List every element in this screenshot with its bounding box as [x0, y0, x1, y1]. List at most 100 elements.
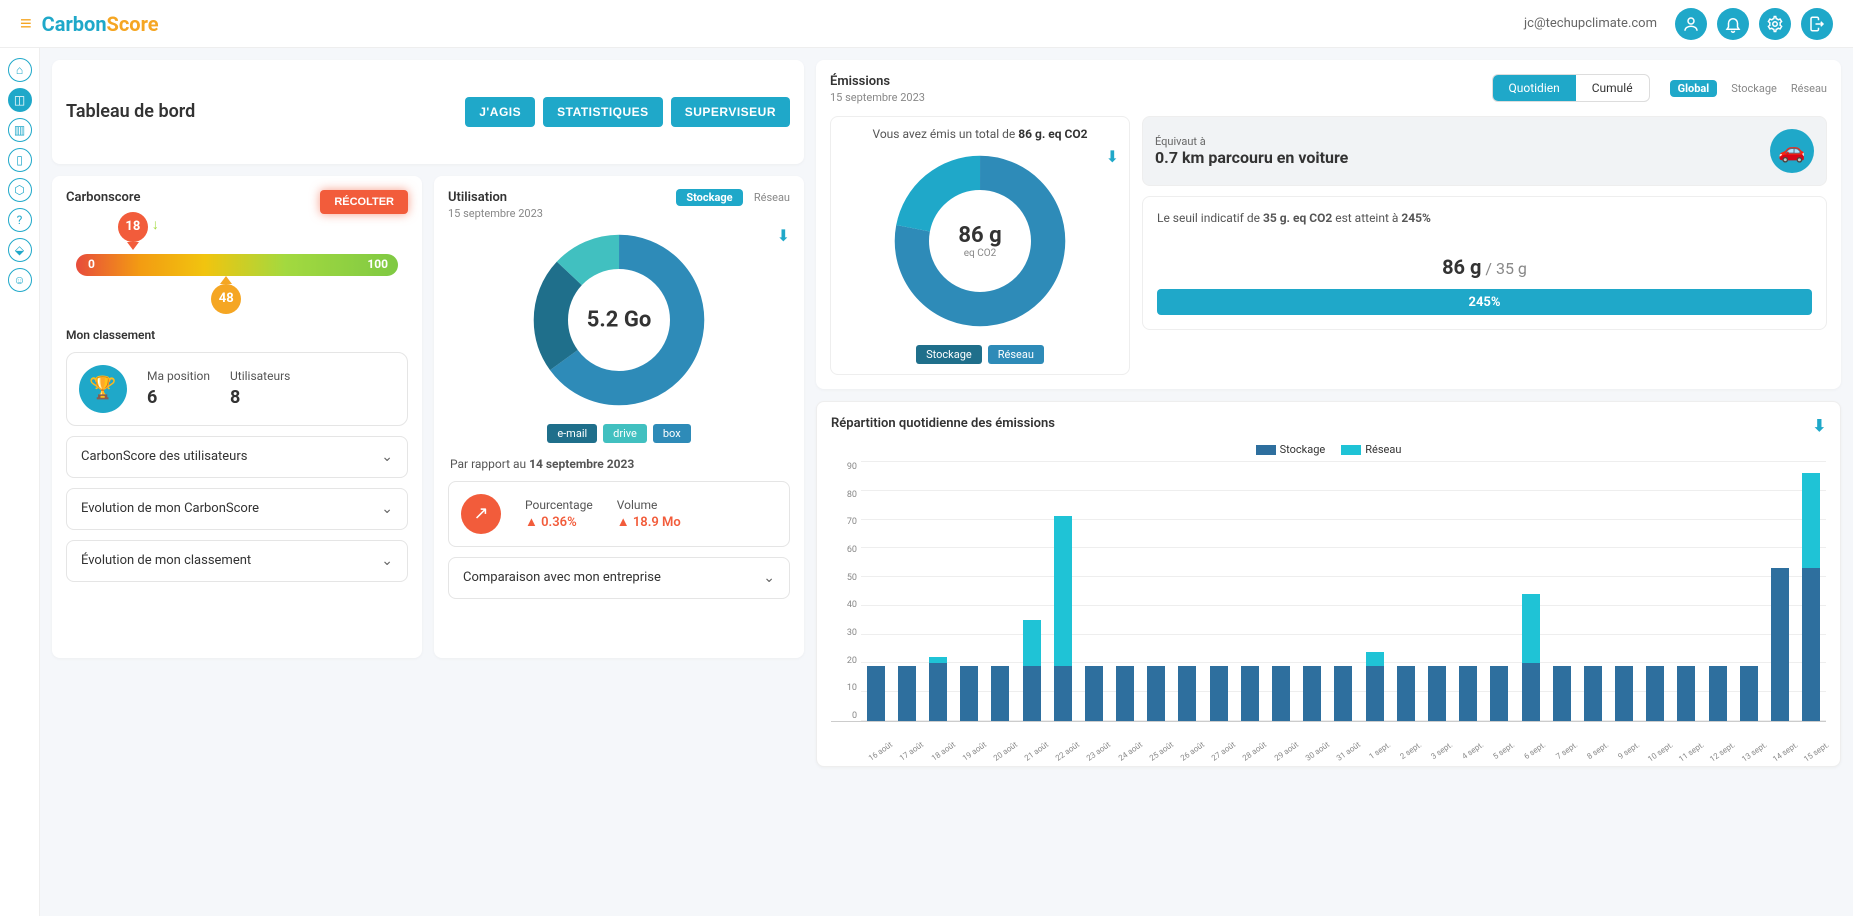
bell-icon[interactable] — [1717, 8, 1749, 40]
progress-bar: 245% — [1157, 289, 1812, 315]
chip-network[interactable]: Réseau — [988, 345, 1044, 364]
emissions-toggle: Quotidien Cumulé — [1492, 74, 1650, 102]
download-chart-icon[interactable]: ⬇ — [1813, 416, 1826, 435]
pct-label: Pourcentage — [525, 498, 593, 512]
score-bar: 0 100 — [76, 254, 398, 276]
acc-compare-company[interactable]: Comparaison avec mon entreprise⌄ — [448, 557, 790, 599]
rank-box: 🏆 Ma position 6 Utilisateurs 8 — [66, 352, 408, 426]
score-bar-zero: 0 — [88, 257, 95, 271]
score-marker-top: 18 — [118, 212, 148, 242]
sidebar-user-icon[interactable]: ☺ — [8, 268, 32, 292]
gauge-sub: / 35 g — [1481, 259, 1526, 278]
em-donut-unit: eq CO2 — [958, 248, 1001, 259]
threshold-box: Le seuil indicatif de 35 g. eq CO2 est a… — [1142, 196, 1827, 330]
bar-chart: 9080706050403020100 16 août17 août18 aoû… — [831, 462, 1826, 722]
equiv-value: 0.7 km parcouru en voiture — [1155, 148, 1348, 167]
sidebar-home-icon[interactable]: ⌂ — [8, 58, 32, 82]
logo-carbon: Carbon — [42, 12, 107, 36]
stats-button[interactable]: STATISTIQUES — [543, 97, 663, 127]
page-header: Tableau de bord J'AGIS STATISTIQUES SUPE… — [52, 60, 804, 164]
trend-down-icon: ↓ — [152, 216, 159, 233]
trend-up-icon: ↗ — [461, 494, 501, 534]
cs-title: Carbonscore — [66, 190, 140, 205]
logout-icon[interactable] — [1801, 8, 1833, 40]
emissions-date: 15 septembre 2023 — [830, 91, 925, 104]
emissions-title: Émissions — [830, 74, 925, 89]
carbonscore-card: Carbonscore RÉCOLTER 18 ↓ 0 100 48 Mon c… — [52, 176, 422, 659]
download-icon[interactable]: ⬇ — [1106, 147, 1119, 166]
acc-users-carbonscore[interactable]: CarbonScore des utilisateurs⌄ — [66, 436, 408, 478]
emissions-donut: 86 g eq CO2 — [890, 151, 1070, 331]
sidebar-help-icon[interactable]: ? — [8, 208, 32, 232]
em-donut-value: 86 g — [958, 223, 1001, 248]
chevron-down-icon: ⌄ — [763, 570, 775, 586]
users-val: 8 — [230, 387, 290, 408]
topbar: ≡ CarbonScore jc@techupclimate.com — [0, 0, 1853, 48]
user-email: jc@techupclimate.com — [1524, 16, 1657, 31]
chip-storage[interactable]: Stockage — [916, 345, 982, 364]
acc-evolution-score[interactable]: Evolution de mon CarbonScore⌄ — [66, 488, 408, 530]
scope-storage[interactable]: Stockage — [1731, 82, 1777, 95]
sidebar: ⌂ ◫ ▥ ▯ ⬡ ? ⬙ ☺ — [0, 48, 40, 916]
cmp-date: 14 septembre 2023 — [529, 457, 634, 471]
page-title: Tableau de bord — [66, 101, 195, 122]
gauge-big: 86 g — [1442, 255, 1481, 279]
users-label: Utilisateurs — [230, 369, 290, 383]
legend-network: Réseau — [1365, 443, 1401, 456]
util-title: Utilisation — [448, 190, 543, 205]
equivalent-box: Équivaut à 0.7 km parcouru en voiture 🚗 — [1142, 116, 1827, 186]
supervisor-button[interactable]: SUPERVISEUR — [671, 97, 790, 127]
vol-val: 18.9 Mo — [633, 515, 681, 530]
recolter-button[interactable]: RÉCOLTER — [320, 190, 408, 214]
chip-email[interactable]: e-mail — [547, 424, 597, 443]
sidebar-device-icon[interactable]: ▯ — [8, 148, 32, 172]
score-marker-bottom: 48 — [211, 284, 241, 314]
chevron-down-icon: ⌄ — [381, 553, 393, 569]
pos-val: 6 — [147, 387, 210, 408]
sidebar-chart-icon[interactable]: ▥ — [8, 118, 32, 142]
trophy-icon: 🏆 — [79, 365, 127, 413]
sidebar-graduate-icon[interactable]: ⬡ — [8, 178, 32, 202]
car-icon: 🚗 — [1770, 129, 1814, 173]
util-donut-value: 5.2 Go — [587, 307, 652, 332]
utilisation-card: Utilisation 15 septembre 2023 Stockage R… — [434, 176, 804, 659]
sidebar-dashboard-icon[interactable]: ◫ — [8, 88, 32, 112]
rank-label: Mon classement — [66, 328, 408, 342]
util-pill-storage[interactable]: Stockage — [676, 189, 742, 206]
chip-box[interactable]: box — [653, 424, 691, 443]
thr-mid: est atteint à — [1332, 211, 1401, 225]
pct-val: 0.36% — [541, 515, 577, 530]
scope-network[interactable]: Réseau — [1791, 82, 1827, 95]
logo[interactable]: CarbonScore — [42, 12, 159, 36]
util-donut: 5.2 Go — [529, 230, 709, 410]
download-util-icon[interactable]: ⬇ — [777, 226, 790, 245]
sidebar-game-icon[interactable]: ⬙ — [8, 238, 32, 262]
util-pill-network[interactable]: Réseau — [754, 191, 790, 204]
em-total-val: 86 g. eq CO2 — [1018, 127, 1087, 141]
score-bar-hundred: 100 — [367, 257, 388, 271]
menu-toggle-icon[interactable]: ≡ — [20, 11, 32, 36]
chevron-down-icon: ⌄ — [381, 501, 393, 517]
logo-score: Score — [107, 12, 159, 36]
thr-pct: 245% — [1401, 211, 1431, 225]
gear-icon[interactable] — [1759, 8, 1791, 40]
scope-global[interactable]: Global — [1670, 80, 1718, 97]
chart-title: Répartition quotidienne des émissions — [831, 416, 1055, 435]
toggle-cumulative[interactable]: Cumulé — [1576, 75, 1649, 101]
util-date: 15 septembre 2023 — [448, 207, 543, 220]
chevron-down-icon: ⌄ — [381, 449, 393, 465]
toggle-daily[interactable]: Quotidien — [1493, 75, 1576, 101]
emissions-card: Émissions 15 septembre 2023 Quotidien Cu… — [816, 60, 1841, 389]
emissions-total-box: Vous avez émis un total de 86 g. eq CO2 … — [830, 116, 1130, 375]
em-total-prefix: Vous avez émis un total de — [872, 127, 1018, 141]
acc-evolution-rank[interactable]: Évolution de mon classement⌄ — [66, 540, 408, 582]
legend-storage: Stockage — [1280, 443, 1326, 456]
equiv-label: Équivaut à — [1155, 135, 1348, 148]
thr-pre: Le seuil indicatif de — [1157, 211, 1263, 225]
pos-label: Ma position — [147, 369, 210, 383]
profile-icon[interactable] — [1675, 8, 1707, 40]
act-button[interactable]: J'AGIS — [465, 97, 535, 127]
chart-card: Répartition quotidienne des émissions ⬇ … — [816, 401, 1841, 767]
vol-label: Volume — [617, 498, 681, 512]
chip-drive[interactable]: drive — [603, 424, 647, 443]
